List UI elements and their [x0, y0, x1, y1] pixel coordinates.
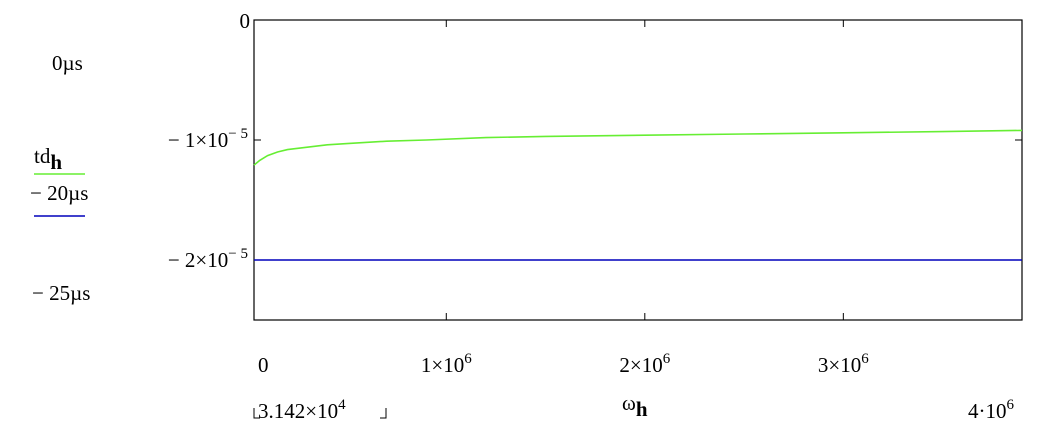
x-range-min-bracket	[253, 408, 387, 419]
y-tick-label-0: 0	[240, 9, 251, 33]
series-line-0	[253, 129, 1023, 166]
series-layer	[253, 129, 1023, 261]
y-tick-label-1: − 1×10− 5	[168, 126, 248, 152]
x-tick-label-3: 3×106	[818, 351, 869, 377]
y-range-top-label: 0µs	[52, 51, 83, 75]
legend-label-20us: − 20µs	[30, 181, 88, 205]
legend: tdh − 20µs	[30, 144, 88, 217]
x-ticks: 0 1×106 2×106 3×106	[253, 20, 869, 377]
y-ticks: 0 − 1×10− 5 − 2×10− 5	[168, 9, 1022, 272]
x-tick-label-2: 2×106	[619, 351, 670, 377]
x-axis-label: ωh	[622, 391, 648, 421]
y-tick-label-2: − 2×10− 5	[168, 246, 248, 272]
x-tick-label-0: 0	[258, 353, 269, 377]
legend-label-td-h: tdh	[34, 144, 62, 174]
x-range-min-label: 3.142×104	[258, 397, 346, 423]
y-range-bottom-label: − 25µs	[32, 281, 90, 305]
plot-area	[253, 19, 1023, 321]
x-tick-label-1: 1×106	[421, 351, 472, 377]
x-range-max-label: 4·106	[968, 397, 1015, 423]
